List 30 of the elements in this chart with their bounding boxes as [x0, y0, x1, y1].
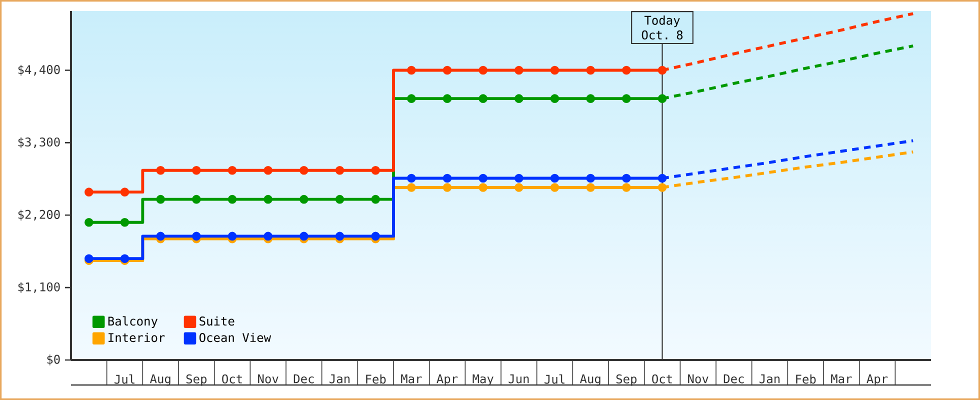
legend-label: Interior [108, 332, 165, 342]
legend-label: Ocean View [199, 332, 272, 342]
x-tick-label: Feb [366, 374, 386, 384]
y-tick-label: $4,400 [18, 64, 60, 76]
x-tick-label: Jan [330, 374, 350, 384]
x-tick-label: Jul [114, 374, 134, 384]
x-tick-label: Dec [724, 374, 744, 384]
x-tick-label: Apr [436, 374, 458, 386]
legend-label: Suite [200, 316, 234, 326]
x-tick-label: Nov [258, 374, 278, 384]
y-tick-label: $1,100 [18, 282, 60, 293]
y-tick-label: $3,300 [18, 137, 60, 148]
x-tick-label: Nov [688, 374, 708, 384]
x-tick-label: Jun [508, 374, 529, 384]
x-tick-label: Jan [760, 374, 780, 384]
x-tick-label: Oct [652, 374, 672, 384]
x-tick-label: Feb [796, 374, 816, 384]
x-tick-label: Mar [401, 374, 422, 384]
x-tick-label: Jul [544, 374, 564, 384]
x-tick-label: Apr [866, 374, 888, 386]
annotation: Today Oct. 8 [642, 16, 683, 40]
y-tick-label: $0 [47, 354, 60, 366]
x-tick-label: Sep [616, 374, 637, 386]
x-tick-label: Mar [831, 374, 852, 384]
legend-label: Balcony [108, 316, 158, 328]
x-tick-label: Oct [222, 374, 242, 384]
y-tick-label: $2,200 [18, 210, 60, 221]
x-tick-label: Dec [294, 374, 314, 384]
x-tick-label: Sep [186, 374, 207, 386]
x-tick-label: May [472, 374, 494, 386]
